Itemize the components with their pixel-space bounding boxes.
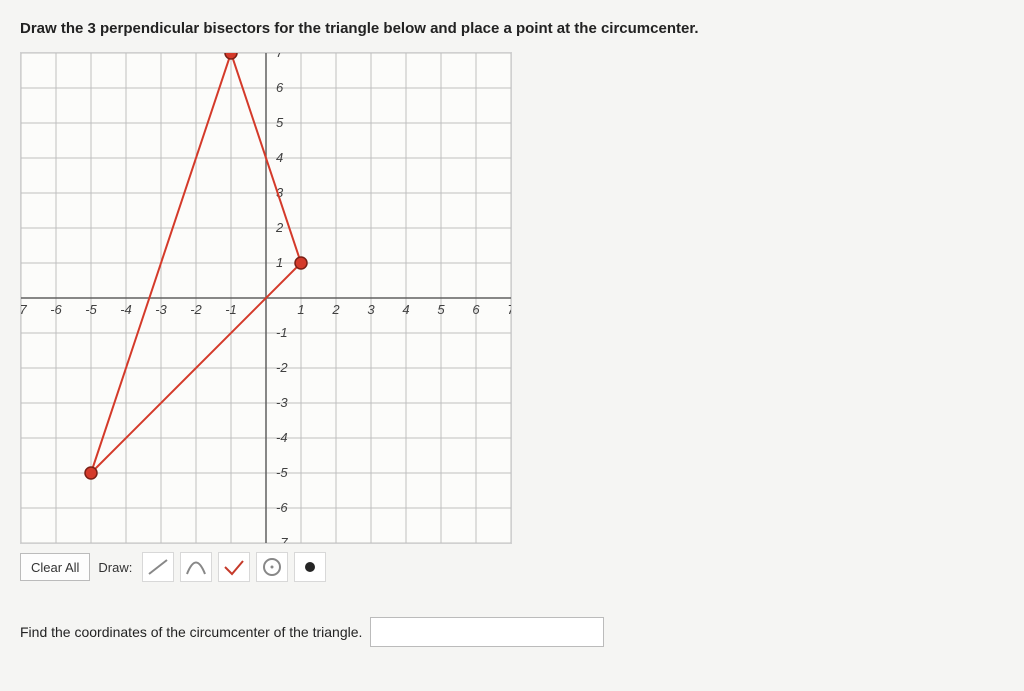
coordinate-grid[interactable]: -7-6-5-4-3-2-11234567-7-6-5-4-3-2-112345… bbox=[20, 52, 512, 544]
svg-text:2: 2 bbox=[331, 302, 340, 317]
answer-row: Find the coordinates of the circumcenter… bbox=[20, 617, 1004, 647]
svg-text:-4: -4 bbox=[120, 302, 132, 317]
svg-text:7: 7 bbox=[276, 53, 284, 60]
svg-text:-5: -5 bbox=[276, 465, 288, 480]
question-text: Draw the 3 perpendicular bisectors for t… bbox=[20, 20, 1004, 37]
svg-text:-5: -5 bbox=[85, 302, 97, 317]
svg-text:1: 1 bbox=[297, 302, 304, 317]
tool-point[interactable] bbox=[294, 552, 326, 582]
answer-prompt: Find the coordinates of the circumcenter… bbox=[20, 624, 362, 640]
tool-circle[interactable] bbox=[256, 552, 288, 582]
svg-text:-2: -2 bbox=[276, 360, 288, 375]
svg-text:6: 6 bbox=[276, 80, 284, 95]
svg-text:-7: -7 bbox=[21, 302, 28, 317]
svg-text:6: 6 bbox=[472, 302, 480, 317]
tool-check[interactable] bbox=[218, 552, 250, 582]
tool-line[interactable] bbox=[142, 552, 174, 582]
svg-text:7: 7 bbox=[507, 302, 511, 317]
svg-text:2: 2 bbox=[275, 220, 284, 235]
svg-text:4: 4 bbox=[276, 150, 283, 165]
svg-text:-6: -6 bbox=[276, 500, 288, 515]
clear-all-button[interactable]: Clear All bbox=[20, 553, 90, 581]
svg-text:-4: -4 bbox=[276, 430, 288, 445]
svg-text:5: 5 bbox=[276, 115, 284, 130]
draw-label: Draw: bbox=[98, 560, 132, 575]
svg-text:-6: -6 bbox=[50, 302, 62, 317]
svg-text:4: 4 bbox=[402, 302, 409, 317]
svg-text:5: 5 bbox=[437, 302, 445, 317]
svg-text:-3: -3 bbox=[155, 302, 167, 317]
svg-text:-2: -2 bbox=[190, 302, 202, 317]
svg-text:-3: -3 bbox=[276, 395, 288, 410]
svg-text:-7: -7 bbox=[276, 535, 288, 543]
circumcenter-input[interactable] bbox=[370, 617, 604, 647]
svg-text:3: 3 bbox=[367, 302, 375, 317]
svg-text:1: 1 bbox=[276, 255, 283, 270]
draw-toolbar: Clear All Draw: bbox=[20, 552, 1004, 582]
svg-text:-1: -1 bbox=[276, 325, 288, 340]
svg-text:-1: -1 bbox=[225, 302, 237, 317]
tool-parabola[interactable] bbox=[180, 552, 212, 582]
